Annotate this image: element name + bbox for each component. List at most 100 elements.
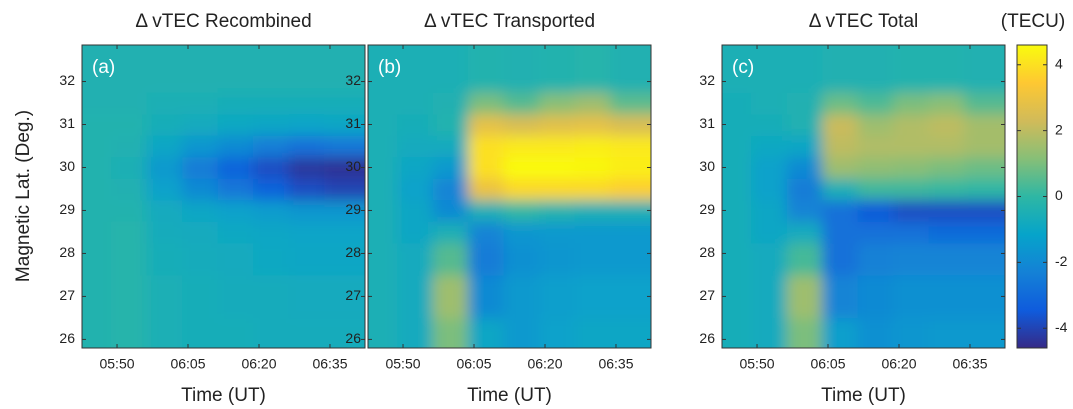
heat-cell: [468, 156, 505, 179]
y-tick-label: 32: [59, 72, 75, 88]
heat-cell: [751, 135, 788, 158]
heat-cell: [964, 135, 1005, 158]
heat-cell: [539, 199, 576, 222]
heat-cell: [146, 135, 183, 158]
heat-cell: [751, 221, 788, 244]
heat-cell: [928, 199, 965, 222]
heat-cell: [539, 317, 576, 348]
heat-cell: [82, 135, 112, 158]
heat-cell: [253, 199, 290, 222]
heat-cell: [751, 242, 788, 276]
x-tick-label: 06:05: [456, 356, 491, 372]
heat-cell: [146, 221, 183, 244]
heat-cell: [368, 178, 398, 201]
heat-cell: [822, 317, 859, 348]
heat-cell: [253, 178, 290, 201]
heat-cell: [786, 135, 823, 158]
heat-cell: [893, 135, 930, 158]
heat-cell: [432, 156, 469, 179]
heat-cell: [857, 178, 894, 201]
y-tick-label: 26: [345, 330, 361, 346]
heat-cell: [182, 221, 219, 244]
x-tick-label: 06:35: [952, 356, 987, 372]
heat-cell: [610, 317, 651, 348]
heat-cell: [751, 156, 788, 179]
heat-cell: [751, 45, 788, 93]
heat-cell: [82, 156, 112, 179]
y-tick-label: 28: [699, 244, 715, 260]
axes-box: [721, 44, 1006, 349]
heat-cell: [822, 92, 859, 115]
heat-cell: [786, 242, 823, 276]
heat-cell: [397, 113, 434, 136]
heat-cell: [368, 113, 398, 136]
heat-cell: [722, 317, 752, 348]
heat-cell: [468, 199, 505, 222]
heat-cell: [574, 242, 611, 276]
x-tick-label: 06:20: [881, 356, 916, 372]
panel-label: (b): [378, 57, 401, 78]
heat-cell: [146, 113, 183, 136]
heat-cell: [253, 45, 290, 93]
y-tick-label: 29: [59, 201, 75, 217]
heat-cell: [253, 242, 290, 276]
heat-cell: [288, 274, 325, 319]
heat-cell: [111, 92, 148, 115]
heat-cell: [324, 156, 365, 179]
heat-cell: [857, 242, 894, 276]
heat-cell: [610, 274, 651, 319]
heat-cell: [368, 199, 398, 222]
heat-cell: [253, 274, 290, 319]
x-axis-label: Time (UT): [821, 385, 906, 406]
heat-cell: [182, 242, 219, 276]
heat-cell: [288, 156, 325, 179]
heat-cell: [182, 45, 219, 93]
heat-cell: [82, 221, 112, 244]
heat-cell: [539, 242, 576, 276]
heat-cell: [610, 92, 651, 115]
heat-cell: [324, 221, 365, 244]
y-tick-label: 32: [345, 72, 361, 88]
heat-cell: [432, 135, 469, 158]
heat-cell: [722, 135, 752, 158]
heat-cell: [893, 199, 930, 222]
heat-cell: [324, 45, 365, 93]
heat-cell: [893, 221, 930, 244]
heat-cell: [111, 274, 148, 319]
heat-cell: [786, 45, 823, 93]
heat-cell: [82, 242, 112, 276]
chart-title: Δ vTEC Total: [809, 11, 919, 32]
heat-cell: [432, 113, 469, 136]
heat-cell: [217, 221, 254, 244]
heat-cell: [751, 317, 788, 348]
y-tick-label: 27: [59, 287, 75, 303]
y-tick-label: 28: [59, 244, 75, 260]
heat-cell: [288, 242, 325, 276]
heat-cell: [964, 45, 1005, 93]
heat-cell: [857, 317, 894, 348]
plot-area: [82, 45, 365, 348]
heat-cell: [368, 135, 398, 158]
heat-cell: [217, 317, 254, 348]
heat-cell: [111, 113, 148, 136]
heat-cell: [574, 113, 611, 136]
heat-cell: [893, 274, 930, 319]
heat-cell: [468, 221, 505, 244]
plot-area: [368, 45, 651, 348]
heat-cell: [217, 92, 254, 115]
heat-cell: [786, 178, 823, 201]
heat-cell: [288, 317, 325, 348]
heat-cell: [722, 113, 752, 136]
heat-cell: [610, 135, 651, 158]
heat-cell: [822, 113, 859, 136]
heat-cell: [82, 45, 112, 93]
heat-cell: [368, 45, 398, 93]
heat-cell: [324, 317, 365, 348]
heat-cell: [324, 274, 365, 319]
heat-cell: [182, 92, 219, 115]
colorbar-tick-label: -4: [1055, 319, 1068, 335]
heat-cell: [432, 317, 469, 348]
heat-cell: [574, 45, 611, 93]
heat-cell: [722, 178, 752, 201]
